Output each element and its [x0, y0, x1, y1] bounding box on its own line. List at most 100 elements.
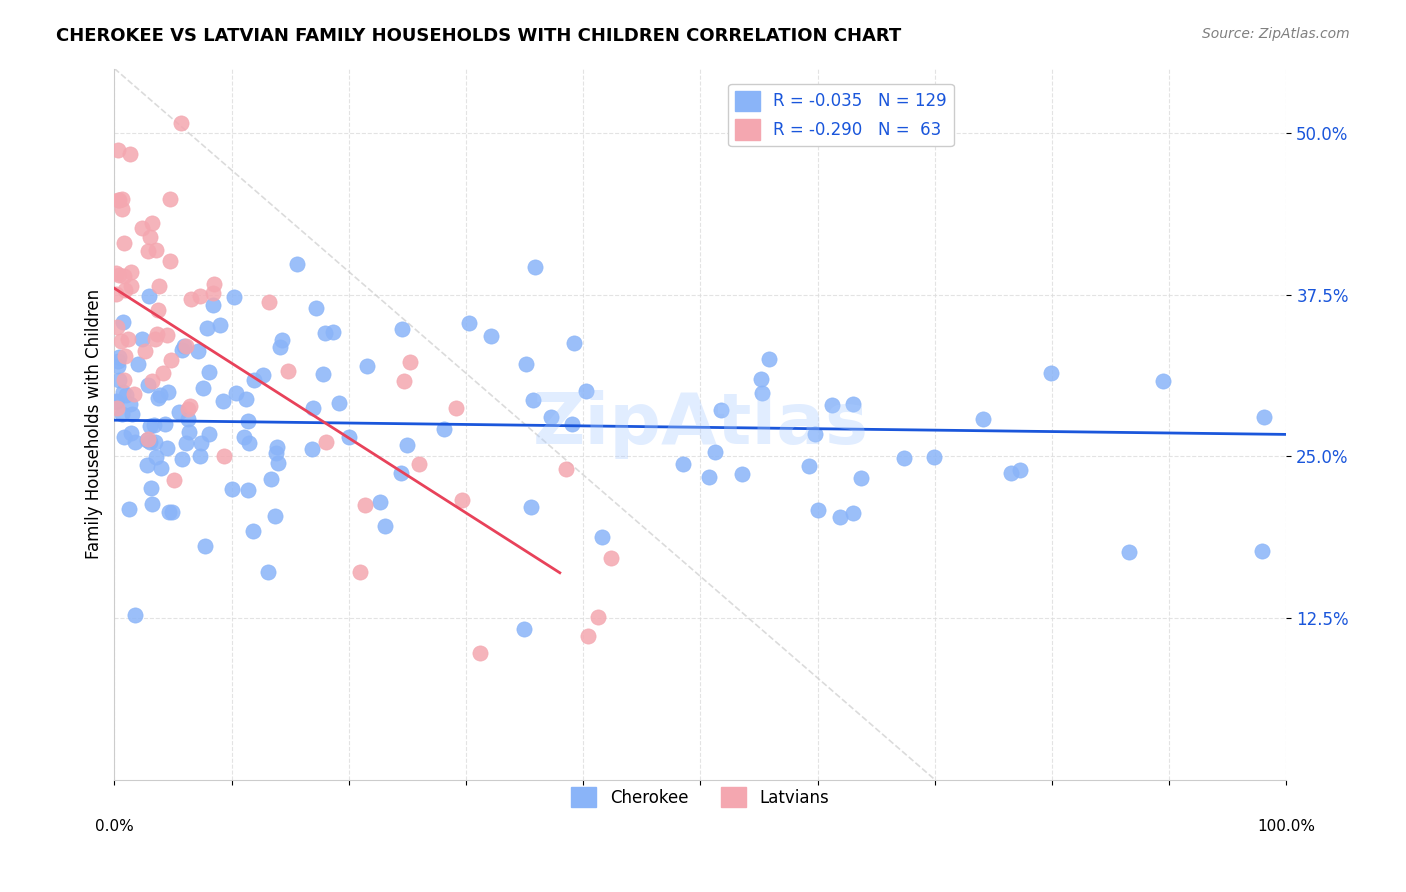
Point	[105, 393, 128, 408]
Point	[136, 244, 159, 258]
Point	[194, 539, 217, 553]
Point	[758, 351, 780, 366]
Point	[107, 359, 129, 374]
Point	[451, 492, 474, 507]
Point	[141, 216, 163, 230]
Point	[145, 450, 167, 464]
Legend: Cherokee, Latvians: Cherokee, Latvians	[565, 780, 837, 814]
Point	[107, 143, 129, 157]
Point	[522, 392, 544, 407]
Point	[150, 461, 173, 475]
Point	[1008, 463, 1031, 477]
Point	[408, 457, 430, 471]
Point	[269, 340, 291, 354]
Point	[337, 430, 360, 444]
Point	[398, 355, 420, 369]
Point	[156, 385, 179, 400]
Point	[349, 566, 371, 580]
Point	[120, 279, 142, 293]
Point	[391, 321, 413, 335]
Point	[804, 427, 827, 442]
Point	[893, 450, 915, 465]
Point	[197, 365, 219, 379]
Point	[302, 401, 325, 415]
Point	[322, 325, 344, 339]
Point	[153, 417, 176, 432]
Point	[828, 510, 851, 524]
Point	[520, 500, 543, 514]
Point	[238, 414, 260, 428]
Point	[120, 265, 142, 279]
Point	[121, 408, 143, 422]
Point	[167, 404, 190, 418]
Point	[111, 192, 134, 206]
Point	[312, 368, 335, 382]
Point	[120, 147, 142, 161]
Point	[201, 298, 224, 312]
Point	[389, 467, 412, 481]
Point	[108, 194, 131, 208]
Point	[122, 387, 145, 401]
Point	[591, 530, 613, 544]
Point	[118, 396, 141, 410]
Point	[356, 359, 378, 374]
Point	[256, 565, 278, 579]
Point	[107, 350, 129, 364]
Point	[374, 518, 396, 533]
Point	[211, 393, 233, 408]
Point	[513, 622, 536, 636]
Point	[170, 116, 193, 130]
Point	[924, 450, 946, 465]
Point	[238, 483, 260, 498]
Point	[157, 506, 180, 520]
Point	[174, 435, 197, 450]
Point	[235, 392, 257, 406]
Point	[174, 338, 197, 352]
Point	[799, 458, 821, 473]
Point	[112, 430, 135, 444]
Point	[107, 194, 129, 208]
Point	[540, 410, 562, 425]
Point	[277, 363, 299, 377]
Point	[141, 481, 163, 495]
Point	[136, 378, 159, 392]
Point	[177, 425, 200, 440]
Point	[672, 458, 695, 472]
Point	[842, 397, 865, 411]
Point	[600, 551, 623, 566]
Point	[149, 388, 172, 402]
Point	[368, 495, 391, 509]
Point	[807, 503, 830, 517]
Point	[143, 418, 166, 433]
Point	[159, 192, 181, 206]
Point	[328, 396, 350, 410]
Point	[105, 401, 128, 415]
Point	[820, 398, 842, 412]
Point	[266, 440, 288, 454]
Point	[972, 412, 994, 426]
Point	[1250, 544, 1272, 558]
Point	[143, 333, 166, 347]
Point	[152, 367, 174, 381]
Point	[238, 436, 260, 450]
Point	[479, 328, 502, 343]
Point	[576, 629, 599, 643]
Point	[107, 353, 129, 368]
Text: ZipAtlas: ZipAtlas	[533, 390, 869, 458]
Point	[354, 499, 377, 513]
Point	[515, 357, 537, 371]
Point	[561, 417, 583, 431]
Point	[124, 435, 146, 450]
Point	[105, 286, 128, 301]
Point	[314, 326, 336, 340]
Point	[107, 268, 129, 282]
Point	[198, 427, 221, 442]
Point	[155, 327, 177, 342]
Point	[160, 353, 183, 368]
Point	[1040, 367, 1063, 381]
Point	[749, 372, 772, 386]
Point	[1000, 466, 1022, 480]
Point	[193, 381, 215, 395]
Point	[252, 368, 274, 382]
Point	[564, 335, 586, 350]
